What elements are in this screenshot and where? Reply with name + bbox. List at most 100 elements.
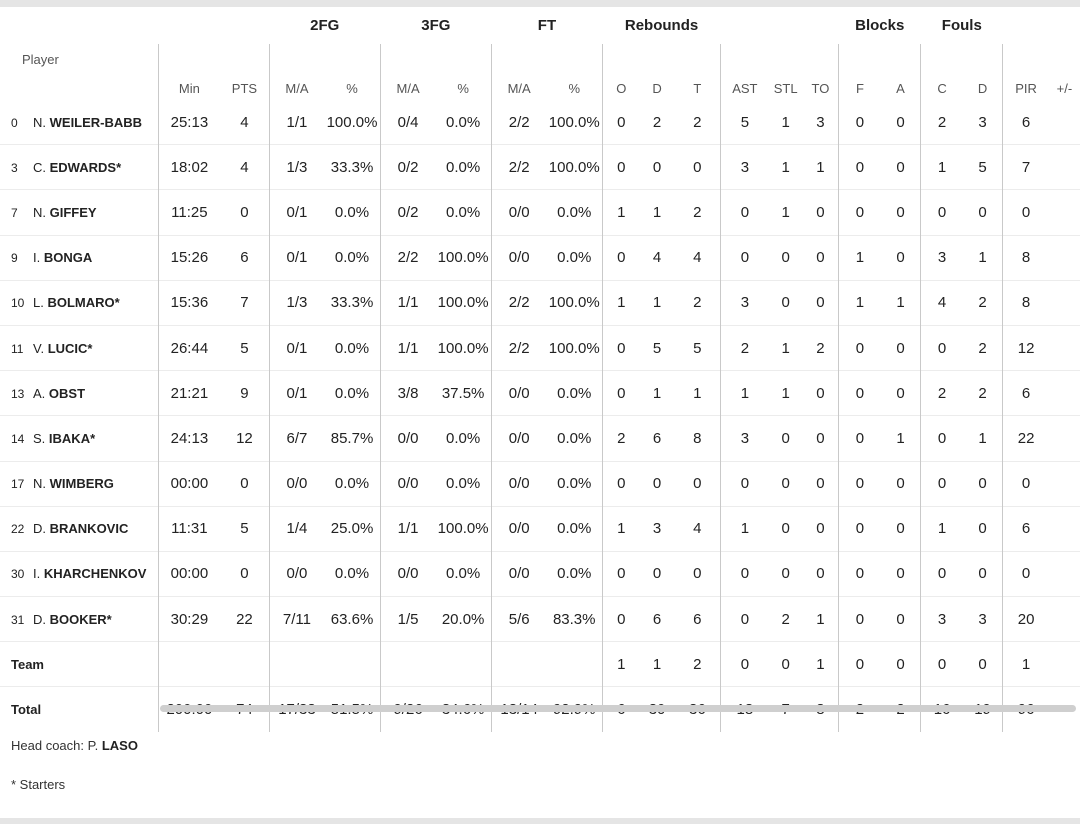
stat-fg2: 1/4 xyxy=(268,505,325,552)
player-last-name: KHARCHENKOV xyxy=(43,566,147,582)
player-number: 10 xyxy=(11,296,25,311)
stat-t: 6 xyxy=(674,596,721,642)
player-link[interactable]: N. WEILER-BABB xyxy=(33,115,142,130)
stat-to: 1 xyxy=(802,641,839,687)
player-cell: 22 D. BRANKOVIC xyxy=(0,505,159,552)
stat-bf: 0 xyxy=(838,550,881,597)
col-reb-t[interactable]: T xyxy=(693,81,702,96)
player-cell: 3 C. EDWARDS* xyxy=(0,144,159,190)
player-link[interactable]: D. BOOKER* xyxy=(33,612,112,627)
stat-t: 0 xyxy=(674,144,721,190)
stat-ast: 1 xyxy=(720,505,769,552)
horizontal-scrollbar[interactable] xyxy=(160,705,1076,712)
stat-ftp: 0.0% xyxy=(546,505,603,552)
stat-pm xyxy=(1048,505,1080,552)
minutes-points-group-header xyxy=(158,7,269,44)
stat-pir: 6 xyxy=(1002,370,1049,416)
stat-min xyxy=(157,641,221,687)
stat-ast: 0 xyxy=(720,641,769,687)
col-foul-d[interactable]: D xyxy=(977,81,988,96)
stat-to: 2 xyxy=(802,324,839,371)
team-row: Team 1 1 2 0 0 1 0 0 0 0 1 xyxy=(0,641,1080,687)
stat-pts: 0 xyxy=(220,460,270,507)
player-cell: 11 V. LUCIC* xyxy=(0,324,159,371)
player-link[interactable]: V. LUCIC* xyxy=(33,341,93,356)
col-ft-pct[interactable]: % xyxy=(568,81,580,96)
stat-pts xyxy=(220,641,270,687)
stat-pm xyxy=(1048,234,1080,281)
col-pir[interactable]: PIR xyxy=(1002,44,1049,100)
stat-bf: 0 xyxy=(838,460,881,507)
col-reb-d[interactable]: D xyxy=(652,81,662,96)
player-number: 13 xyxy=(11,386,25,401)
col-player[interactable]: Player xyxy=(22,52,59,67)
stat-fd: 3 xyxy=(962,596,1003,642)
head-coach-name[interactable]: LASO xyxy=(101,738,138,753)
col-ft-ma[interactable]: M/A xyxy=(490,44,547,100)
col-foul-c[interactable]: C xyxy=(920,44,963,100)
col-plus-minus[interactable]: +/- xyxy=(1056,81,1073,96)
col-fg2-pct[interactable]: % xyxy=(346,81,358,96)
player-link[interactable]: L. BOLMARO* xyxy=(33,295,120,310)
stat-fg3p: 0.0% xyxy=(435,144,492,190)
col-fg3-ma[interactable]: M/A xyxy=(379,44,436,100)
stat-to: 3 xyxy=(816,113,825,131)
stat-fg3p: 0.0% xyxy=(435,415,492,461)
stat-fg2: 0/0 xyxy=(268,460,325,507)
player-link[interactable]: A. OBST xyxy=(33,386,85,401)
col-fg3-pct[interactable]: % xyxy=(457,81,469,96)
col-blk-a[interactable]: A xyxy=(896,81,905,96)
stat-ft: 0/0 xyxy=(490,370,547,416)
player-number: 17 xyxy=(11,477,25,492)
player-link[interactable]: S. IBAKA* xyxy=(33,431,95,446)
stat-ftp: 83.3% xyxy=(546,596,603,642)
stat-ftp: 0.0% xyxy=(546,550,603,597)
col-stl[interactable]: STL xyxy=(773,81,798,96)
stat-fd: 3 xyxy=(978,113,987,131)
player-last-name: BRANKOVIC xyxy=(49,521,129,537)
boxscore-body: 0 N. WEILER-BABB 25:13 4 1/1 100.0% 0/4 0.0% 2/2… xyxy=(0,100,1080,732)
stat-fg2p: 0.0% xyxy=(324,460,381,507)
fg3-group-header: 3FG xyxy=(421,17,451,34)
stat-ft: 0/0 xyxy=(490,505,547,552)
col-reb-o[interactable]: O xyxy=(601,44,640,100)
stat-min: 21:21 xyxy=(157,370,221,416)
col-blk-f[interactable]: F xyxy=(838,44,881,100)
col-pts[interactable]: PTS xyxy=(231,81,258,96)
player-cell: 17 N. WIMBERG xyxy=(0,460,159,507)
stat-fc: 3 xyxy=(920,596,963,642)
stat-pir: 7 xyxy=(1002,144,1049,190)
rebounds-group-header: Rebounds xyxy=(624,17,699,34)
col-min[interactable]: Min xyxy=(157,44,221,100)
col-fg2-ma[interactable]: M/A xyxy=(268,44,325,100)
player-cell: 13 A. OBST xyxy=(0,370,159,416)
player-link[interactable]: I. BONGA xyxy=(33,250,92,265)
stat-min: 18:02 xyxy=(157,144,221,190)
stat-ft: 2/2 xyxy=(490,144,547,190)
stat-bf: 0 xyxy=(838,189,881,236)
stat-fg3p: 100.0% xyxy=(435,234,492,281)
stat-fg2p: 0.0% xyxy=(324,189,381,236)
stat-o: 0 xyxy=(601,596,640,642)
stat-ftp: 0.0% xyxy=(546,415,603,461)
stat-t: 2 xyxy=(674,279,721,326)
player-link[interactable]: D. BRANKOVIC xyxy=(33,521,128,536)
stat-d: 1 xyxy=(639,641,675,687)
player-initial: S. xyxy=(33,430,46,446)
stat-t: 4 xyxy=(674,234,721,281)
player-link[interactable]: I. KHARCHENKOV xyxy=(33,566,146,581)
stat-fc: 0 xyxy=(920,460,963,507)
ast-stl-to-group-header xyxy=(721,7,839,44)
player-link[interactable]: N. GIFFEY xyxy=(33,205,97,220)
player-link[interactable]: N. WIMBERG xyxy=(33,476,114,491)
stat-fg3p: 37.5% xyxy=(435,370,492,416)
col-ast[interactable]: AST xyxy=(720,44,769,100)
col-to[interactable]: TO xyxy=(811,81,830,96)
stat-ast: 3 xyxy=(720,415,769,461)
fouls-group-header: Fouls xyxy=(941,17,982,34)
player-initial: A. xyxy=(33,385,46,401)
stat-d: 5 xyxy=(639,324,675,371)
player-link[interactable]: C. EDWARDS* xyxy=(33,160,121,175)
stat-fg2p: 0.0% xyxy=(324,234,381,281)
stat-d: 3 xyxy=(639,505,675,552)
